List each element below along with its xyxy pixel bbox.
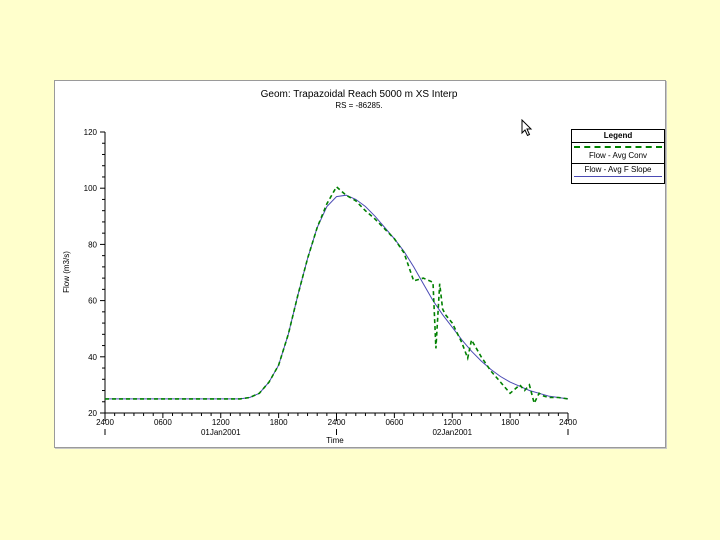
chart-subtitle: RS = -86285. <box>335 101 382 110</box>
x-tick-label: 0600 <box>385 418 403 427</box>
legend-title: Legend <box>572 130 664 143</box>
legend: Legend Flow - Avg Conv Flow - Avg F Slop… <box>571 129 665 184</box>
y-axis-label: Flow (m3/s) <box>62 251 71 293</box>
x-date-label: 02Jan2001 <box>432 428 472 437</box>
y-tick-label: 120 <box>84 128 98 137</box>
x-tick-label: 2400 <box>559 418 577 427</box>
y-tick-label: 40 <box>88 353 97 362</box>
chart-title: Geom: Trapazoidal Reach 5000 m XS Interp <box>261 89 458 100</box>
legend-label-avg-f-slope: Flow - Avg F Slope <box>584 165 652 174</box>
x-tick-label: 1200 <box>443 418 461 427</box>
x-tick-label: 2400 <box>96 418 114 427</box>
y-tick-label: 20 <box>88 409 97 418</box>
mouse-pointer-icon <box>521 119 533 137</box>
chart-canvas: Geom: Trapazoidal Reach 5000 m XS Interp… <box>62 89 577 445</box>
x-axis-label: Time <box>326 436 344 445</box>
y-tick-label: 100 <box>84 184 98 193</box>
series-line-avg-conv <box>105 185 569 406</box>
legend-label-avg-conv: Flow - Avg Conv <box>588 151 648 160</box>
x-tick-label: 1800 <box>501 418 519 427</box>
legend-swatch-solid <box>574 176 662 177</box>
x-tick-label: 2400 <box>328 418 346 427</box>
legend-entry-avg-f-slope: Flow - Avg F Slope <box>572 164 664 183</box>
legend-entry-avg-conv: Flow - Avg Conv <box>572 143 664 164</box>
x-date-label: 01Jan2001 <box>201 428 241 437</box>
y-tick-label: 80 <box>88 240 97 249</box>
x-tick-label: 0600 <box>154 418 172 427</box>
legend-swatch-dashed <box>574 146 662 148</box>
x-tick-label: 1200 <box>212 418 230 427</box>
plot-window: Geom: Trapazoidal Reach 5000 m XS Interp… <box>54 80 666 448</box>
series-line-avg-f-slope <box>105 194 569 400</box>
y-tick-label: 60 <box>88 297 97 306</box>
x-tick-label: 1800 <box>270 418 288 427</box>
